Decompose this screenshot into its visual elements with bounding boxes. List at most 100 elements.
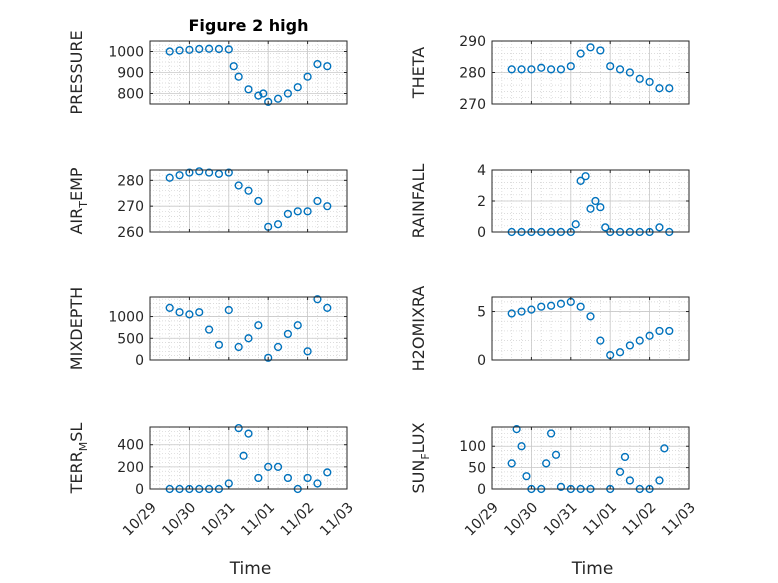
- y-axis-label: RAINFALL: [409, 164, 428, 239]
- data-point: [224, 45, 233, 54]
- x-tick-label: 10/29: [120, 500, 160, 540]
- data-point: [244, 429, 253, 438]
- data-point: [259, 89, 268, 98]
- data-point: [185, 168, 194, 177]
- data-point: [517, 442, 526, 451]
- data-point: [185, 310, 194, 319]
- data-point: [175, 308, 184, 317]
- data-point: [313, 59, 322, 69]
- y-tick-label: 100: [459, 439, 486, 455]
- data-point: [655, 84, 664, 93]
- data-point: [615, 467, 625, 476]
- y-tick-label: 5: [477, 305, 486, 321]
- axes-box: [491, 296, 690, 361]
- data-point: [195, 308, 204, 317]
- data-point: [165, 47, 174, 56]
- data-point: [620, 452, 630, 462]
- data-point: [234, 342, 243, 352]
- data-series: [165, 167, 332, 231]
- data-point: [234, 181, 243, 190]
- subplot-mixdepth: 0 500 1000 MIXDEPTH: [67, 287, 348, 370]
- data-point: [293, 321, 302, 330]
- subplot-pressure: 800 900 1000 PRESSURE Figure 2 high: [67, 16, 348, 115]
- data-point: [323, 62, 332, 71]
- data-point: [185, 45, 194, 54]
- x-tick-label: 11/02: [278, 500, 318, 540]
- data-point: [175, 46, 184, 55]
- y-axis-label: H2OMIXRA: [409, 286, 428, 372]
- y-tick-label: 0: [135, 353, 144, 369]
- x-tick-label: 11/01: [580, 500, 620, 540]
- data-point: [546, 301, 556, 310]
- x-tick-label: 11/03: [317, 500, 357, 540]
- data-point: [254, 196, 263, 206]
- x-axis-label: Time: [571, 559, 614, 579]
- data-point: [615, 348, 625, 357]
- data-point: [229, 62, 238, 71]
- subplot-theta: 270 280 290 THETA: [409, 34, 690, 113]
- data-point: [239, 451, 248, 460]
- data-point: [596, 336, 605, 345]
- x-tick-label: 10/31: [541, 500, 581, 540]
- data-point: [214, 340, 224, 349]
- data-point: [625, 68, 635, 77]
- data-point: [556, 299, 566, 308]
- y-tick-label: 270: [117, 199, 144, 215]
- data-series: [507, 43, 674, 93]
- data-point: [244, 186, 253, 195]
- data-point: [264, 97, 273, 107]
- data-point: [283, 473, 293, 483]
- data-point: [517, 307, 526, 316]
- x-tick-label: 10/29: [462, 500, 502, 540]
- x-axis-label: Time: [229, 559, 272, 579]
- data-point: [165, 173, 174, 182]
- data-point: [293, 207, 302, 216]
- data-point: [527, 305, 536, 314]
- data-point: [283, 89, 293, 98]
- axes-box: [149, 426, 348, 490]
- tick-marks: [491, 40, 690, 105]
- data-point: [283, 329, 293, 339]
- data-point: [512, 425, 521, 434]
- tick-marks: [491, 169, 690, 233]
- data-point: [596, 46, 605, 55]
- y-tick-label: 800: [117, 87, 144, 103]
- data-point: [546, 65, 556, 74]
- data-point: [507, 459, 516, 468]
- data-point: [244, 334, 253, 343]
- data-point: [313, 196, 322, 206]
- data-point: [655, 326, 664, 336]
- data-point: [625, 341, 635, 350]
- y-tick-label: 0: [477, 225, 486, 241]
- data-point: [660, 444, 669, 453]
- y-tick-label: 2: [477, 194, 486, 210]
- data-point: [596, 203, 605, 212]
- subplot-rainfall: 0 2 4 RAINFALL: [409, 163, 690, 241]
- data-point: [576, 176, 585, 185]
- x-tick-label: 11/03: [659, 500, 699, 540]
- y-tick-label: 400: [117, 438, 144, 454]
- data-point: [615, 65, 625, 74]
- y-tick-label: 200: [117, 460, 144, 476]
- data-point: [224, 305, 233, 315]
- data-point: [254, 473, 263, 483]
- data-point: [234, 72, 243, 81]
- data-point: [283, 209, 293, 219]
- data-point: [165, 303, 174, 312]
- data-point: [537, 302, 546, 311]
- data-point: [581, 172, 590, 181]
- data-point: [645, 331, 654, 340]
- data-point: [205, 168, 214, 177]
- y-tick-label: 0: [477, 353, 486, 369]
- data-point: [556, 65, 566, 74]
- data-point: [586, 312, 595, 321]
- data-point: [586, 204, 595, 213]
- data-point: [556, 482, 566, 491]
- data-series: [165, 295, 332, 362]
- data-point: [645, 77, 654, 87]
- data-point: [665, 326, 674, 336]
- data-point: [273, 220, 283, 229]
- data-point: [293, 83, 302, 92]
- data-point: [195, 167, 204, 176]
